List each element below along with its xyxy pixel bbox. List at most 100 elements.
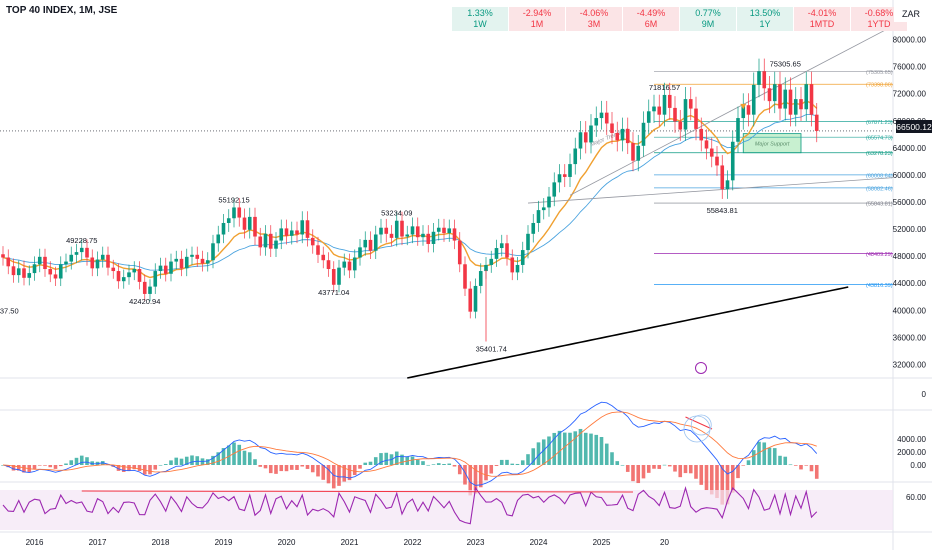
macd-histogram-bar <box>625 465 630 472</box>
macd-tick-label: 2000.00 <box>897 448 926 457</box>
candle-body <box>69 254 74 262</box>
macd-histogram-bar <box>463 465 467 485</box>
candle-body <box>531 222 536 234</box>
macd-histogram-bar <box>153 465 158 470</box>
macd-histogram-bar <box>709 465 714 495</box>
currency-label[interactable]: ZAR <box>894 6 928 22</box>
macd-histogram-bar <box>778 455 782 465</box>
candle-body <box>704 140 709 149</box>
performance-value: -2.94% <box>522 8 552 18</box>
performance-value: -4.06% <box>579 8 609 18</box>
performance-cell-1m[interactable]: -2.94% 1M <box>509 7 565 31</box>
candle-body <box>158 265 163 272</box>
macd-histogram-bar <box>589 433 593 465</box>
x-tick-label: 2021 <box>341 538 359 547</box>
candle-body <box>783 89 788 109</box>
candle-body <box>583 132 588 143</box>
performance-cell-1w[interactable]: 1.33% 1W <box>452 7 508 31</box>
candle-body <box>730 141 735 181</box>
macd-histogram-bar <box>799 465 803 470</box>
macd-histogram-bar <box>253 459 257 465</box>
macd-histogram-bar <box>384 452 389 465</box>
performance-value: -4.01% <box>807 8 837 18</box>
macd-histogram-bar <box>426 464 431 466</box>
candle-body <box>573 148 578 165</box>
level-label: (73398.80) <box>866 83 893 89</box>
macd-histogram-bar <box>163 464 168 465</box>
x-tick-label: 2017 <box>89 538 107 547</box>
candle-body <box>463 264 467 289</box>
candle-body <box>74 252 79 255</box>
candle-body <box>804 84 809 110</box>
candle-body <box>321 254 326 261</box>
support-trendline <box>527 177 894 204</box>
performance-cell-1mtd[interactable]: -4.01% 1MTD <box>794 7 850 31</box>
pivot-label: 43771.04 <box>318 288 349 297</box>
performance-cell-3m[interactable]: -4.06% 3M <box>566 7 622 31</box>
candle-body <box>121 277 126 282</box>
performance-cell-9m[interactable]: 0.77% 9M <box>680 7 736 31</box>
candle-body <box>694 108 698 129</box>
level-label: (65574.73) <box>866 136 893 142</box>
x-tick-label: 2018 <box>152 538 170 547</box>
macd-histogram-bar <box>305 465 310 469</box>
pivot-label: 42420.94 <box>129 297 160 306</box>
candle-body <box>284 228 289 236</box>
pivot-label: 35401.74 <box>476 344 507 353</box>
candle-body <box>746 105 751 115</box>
macd-histogram-bar <box>715 465 719 499</box>
candle-body <box>526 233 530 251</box>
x-tick-label: 20 <box>660 538 669 547</box>
macd-histogram-bar <box>688 465 693 474</box>
candle-body <box>578 132 583 149</box>
candle-body <box>1 254 5 258</box>
macd-histogram-bar <box>452 465 457 467</box>
macd-histogram-bar <box>342 465 347 482</box>
macd-histogram-bar <box>32 465 37 470</box>
candle-body <box>310 237 315 246</box>
signal-line <box>2 411 817 477</box>
candle-body <box>37 256 42 265</box>
candle-body <box>237 207 242 218</box>
candle-body <box>48 269 53 275</box>
candle-body <box>678 121 683 130</box>
macd-histogram-bar <box>43 465 47 466</box>
macd-histogram-bar <box>279 465 284 472</box>
candle-body <box>625 128 630 144</box>
performance-cell-6m[interactable]: -4.49% 6M <box>623 7 679 31</box>
macd-histogram-bar <box>604 443 609 465</box>
candle-body <box>64 261 68 265</box>
candle-body <box>274 240 278 249</box>
macd-histogram-bar <box>368 461 373 465</box>
candle-body <box>116 271 121 282</box>
macd-histogram-bar <box>736 465 740 479</box>
macd-histogram-bar <box>85 457 89 465</box>
candle-body <box>363 239 368 248</box>
candle-body <box>90 257 95 269</box>
y-tick-label: 60000.00 <box>893 171 927 180</box>
macd-histogram-bar <box>394 451 399 465</box>
macd-histogram-bar <box>667 465 672 467</box>
macd-histogram-bar <box>358 465 362 469</box>
macd-histogram-bar <box>148 465 152 475</box>
macd-histogram-bar <box>620 464 625 466</box>
macd-histogram-bar <box>352 465 357 476</box>
macd-histogram-bar <box>127 465 131 472</box>
candle-body <box>741 105 746 119</box>
macd-histogram-bar <box>415 459 420 465</box>
macd-histogram-bar <box>321 465 326 480</box>
macd-histogram-bar <box>137 465 142 471</box>
candle-body <box>557 174 562 183</box>
candle-body <box>247 216 252 230</box>
x-tick-label: 2023 <box>467 538 485 547</box>
macd-histogram-bar <box>751 450 756 465</box>
divergence-line <box>685 416 713 430</box>
macd-histogram-bar <box>552 432 557 465</box>
macd-histogram-bar <box>536 442 541 465</box>
macd-histogram-bar <box>48 465 53 468</box>
candle-body <box>568 164 572 177</box>
macd-histogram-bar <box>132 465 137 470</box>
performance-cell-1y[interactable]: 13.50% 1Y <box>737 7 793 31</box>
performance-period: 1W <box>473 19 487 29</box>
